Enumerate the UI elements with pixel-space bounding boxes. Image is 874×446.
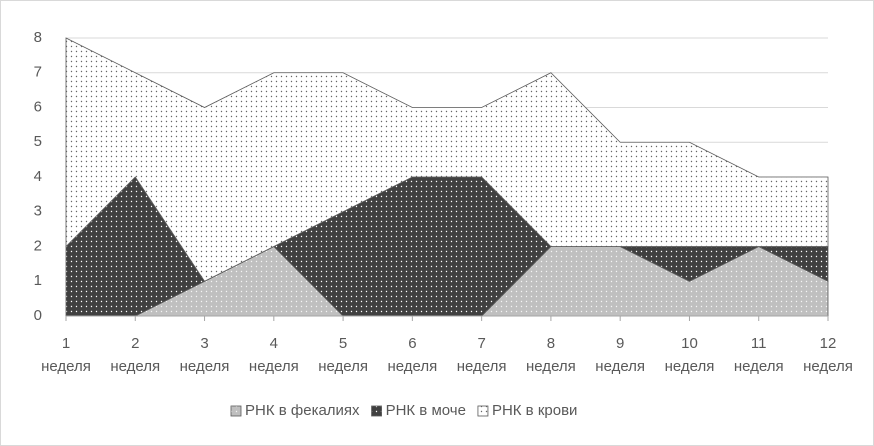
x-tick-label: 6 неделя <box>387 335 438 375</box>
x-tick-label: 11 неделя <box>733 335 784 375</box>
legend-swatch <box>371 405 382 417</box>
x-tick-label: 9 неделя <box>595 335 646 375</box>
y-tick-label: 4 <box>34 168 42 185</box>
legend-label: РНК в крови <box>492 402 577 419</box>
area <box>65 37 829 282</box>
y-tick-label: 0 <box>34 307 42 324</box>
x-tick-label: 7 неделя <box>456 335 507 375</box>
legend-swatch <box>477 405 489 417</box>
y-tick-label: 2 <box>34 237 42 254</box>
x-tick-label: 10 неделя <box>664 335 715 375</box>
x-tick-label: 12 неделя <box>803 335 853 375</box>
y-tick-label: 5 <box>34 133 42 150</box>
x-tick-label: 1 неделя <box>41 335 91 375</box>
x-tick-label: 4 неделя <box>248 335 299 375</box>
x-tick-label: 5 неделя <box>318 335 368 375</box>
y-tick-label: 3 <box>34 203 42 220</box>
x-tick-label: 2 неделя <box>110 335 161 375</box>
y-tick-label: 6 <box>34 98 42 115</box>
y-tick-label: 1 <box>34 272 42 289</box>
legend-label: РНК в фекалиях <box>245 402 360 419</box>
legend-label: РНК в моче <box>386 402 466 419</box>
y-tick-label: 7 <box>34 64 42 81</box>
legend-swatch <box>230 405 242 417</box>
y-tick-label: 8 <box>34 29 42 46</box>
x-tick-label: 8 неделя <box>526 335 576 375</box>
x-tick-label: 3 неделя <box>179 335 230 375</box>
